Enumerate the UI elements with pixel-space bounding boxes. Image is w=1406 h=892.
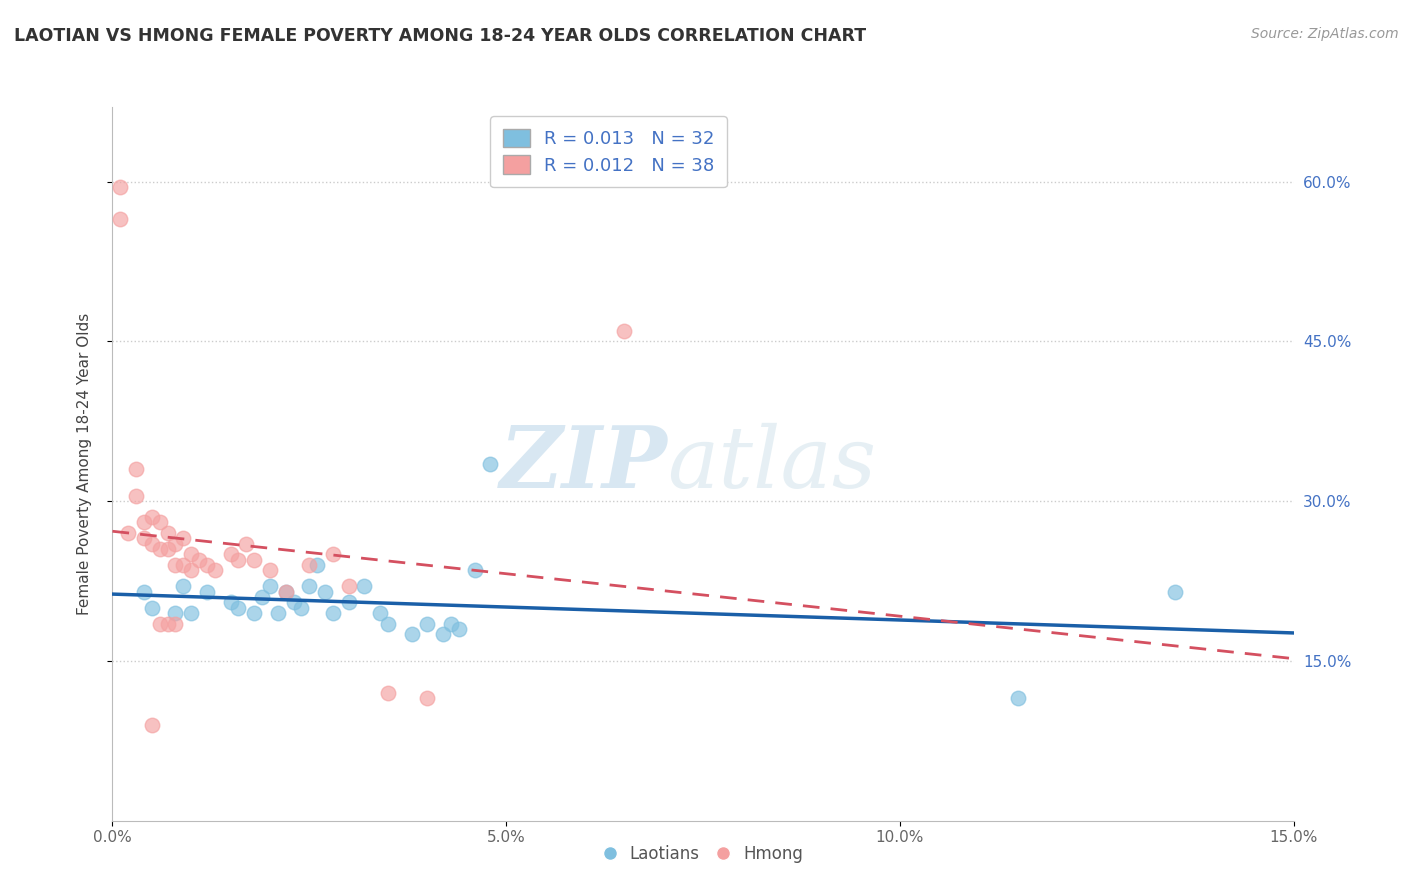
Point [290,600,312,615]
Point [141,718,163,732]
Point [243,552,266,566]
Point [141,510,163,524]
Point [377,616,399,631]
Point [267,606,290,620]
Point [172,579,194,593]
Point [195,558,218,572]
Point [377,686,399,700]
Point [165,616,187,631]
Point [440,616,463,631]
Point [250,590,273,604]
Text: atlas: atlas [668,423,877,505]
Point [149,542,172,557]
Point [322,547,344,561]
Point [464,563,486,577]
Point [110,211,132,226]
Point [180,606,202,620]
Point [165,537,187,551]
Point [149,616,172,631]
Point [156,526,179,541]
Point [298,579,321,593]
Point [132,532,155,546]
Point [1164,584,1187,599]
Point [195,584,218,599]
Point [274,584,297,599]
Text: LAOTIAN VS HMONG FEMALE POVERTY AMONG 18-24 YEAR OLDS CORRELATION CHART: LAOTIAN VS HMONG FEMALE POVERTY AMONG 18… [14,27,866,45]
Point [132,584,155,599]
Point [314,584,336,599]
Point [180,547,202,561]
Point [368,606,391,620]
Point [219,595,242,609]
Point [228,600,250,615]
Point [180,563,202,577]
Point [188,552,211,566]
Point [283,595,305,609]
Point [1007,691,1029,706]
Point [149,516,172,530]
Point [322,606,344,620]
Point [259,579,281,593]
Point [479,457,502,471]
Point [337,579,360,593]
Y-axis label: Female Poverty Among 18-24 Year Olds: Female Poverty Among 18-24 Year Olds [77,313,91,615]
Point [141,600,163,615]
Point [416,616,439,631]
Point [274,584,297,599]
Point [337,595,360,609]
Point [307,558,329,572]
Text: Source: ZipAtlas.com: Source: ZipAtlas.com [1251,27,1399,41]
Point [204,563,226,577]
Point [132,516,155,530]
Point [228,552,250,566]
Point [416,691,439,706]
Point [243,606,266,620]
Point [125,489,148,503]
Point [117,526,139,541]
Point [432,627,454,641]
Point [235,537,257,551]
Point [298,558,321,572]
Point [156,616,179,631]
Point [141,537,163,551]
Point [125,462,148,476]
Point [165,606,187,620]
Point [172,532,194,546]
Point [613,324,636,338]
Point [447,622,470,636]
Point [156,542,179,557]
Point [259,563,281,577]
Legend: Laotians, Hmong: Laotians, Hmong [596,838,810,870]
Point [219,547,242,561]
Point [165,558,187,572]
Point [401,627,423,641]
Point [172,558,194,572]
Point [110,180,132,194]
Text: ZIP: ZIP [499,422,668,506]
Point [353,579,375,593]
